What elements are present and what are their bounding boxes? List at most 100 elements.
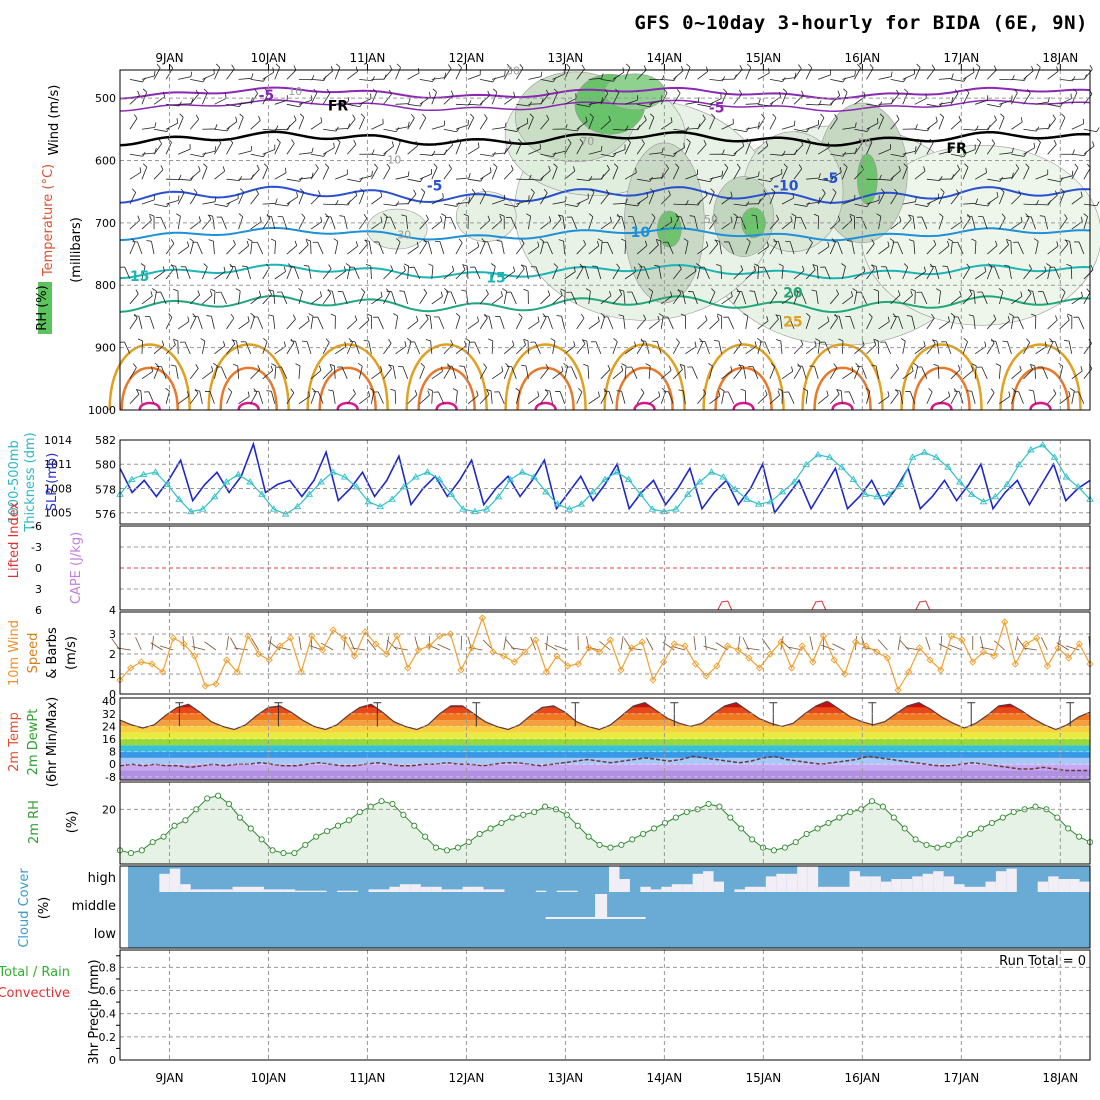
wind10m-barb: [1065, 645, 1080, 651]
wind-barb: [1011, 370, 1022, 380]
wind-barb-flag: [142, 88, 147, 93]
wind-barb: [733, 93, 743, 105]
wind-barb: [540, 368, 549, 380]
wind-barb: [817, 147, 830, 155]
wind-barb: [271, 216, 276, 230]
wind-barb: [999, 396, 1011, 405]
wind-barb: [962, 341, 968, 354]
wind-barb: [926, 391, 933, 404]
wind-barb-flag: [487, 215, 491, 221]
wind-barb: [451, 366, 457, 379]
rh-point: [934, 844, 941, 851]
wind-barb: [733, 368, 743, 380]
cloud-high-cell: [337, 890, 348, 892]
wind-barb: [926, 244, 937, 255]
wind-barb: [878, 117, 884, 130]
wind-barb-flag: [327, 290, 333, 292]
wind-barb-flag: [678, 264, 682, 270]
wind-barb: [201, 266, 208, 280]
wind-barb: [1035, 241, 1039, 255]
wind-barb: [890, 170, 901, 180]
wind-barb: [1023, 147, 1035, 155]
wind-barb: [160, 291, 167, 305]
cloud-high-cell: [452, 889, 463, 892]
wind-barb: [818, 103, 832, 106]
wind-barb: [721, 123, 734, 130]
wind-barb: [467, 103, 482, 106]
wind-barb-flag: [643, 314, 647, 320]
rh-point: [258, 836, 265, 843]
wind-barb: [588, 321, 600, 330]
wind-barb: [431, 390, 433, 404]
thickness-point: [269, 505, 278, 512]
wind-barb: [129, 241, 136, 255]
wind-barb-flag: [319, 291, 322, 297]
wind-barb: [189, 119, 199, 130]
wind-barb-flag: [353, 139, 357, 145]
wind-barb: [272, 315, 276, 329]
wind-barb-flag: [364, 239, 370, 242]
wind-barb: [658, 266, 662, 280]
label-wind10m-1: Speed: [26, 633, 41, 674]
wind-barb-flag: [751, 214, 757, 217]
wind-barb-flag: [142, 163, 148, 168]
wind-barb: [962, 218, 971, 230]
temp-tick: 40: [102, 695, 116, 708]
wind-barb-flag: [232, 363, 238, 367]
thickness-point: [790, 478, 799, 485]
wind-barb-flag: [651, 213, 656, 218]
rh-point: [999, 814, 1006, 821]
wind-barb-flag: [965, 88, 970, 93]
wind-barb: [587, 365, 590, 379]
wind-barb-flag: [441, 213, 446, 217]
wind-barb-flag: [408, 98, 411, 104]
wind-barb: [829, 118, 838, 130]
wind-barb: [322, 167, 330, 180]
wind-barb: [516, 199, 529, 205]
wind-speed-point: [585, 644, 593, 652]
rh-point: [618, 841, 625, 848]
wind-barb: [1032, 291, 1036, 305]
wind-barb: [660, 391, 667, 404]
thickness-point: [613, 468, 621, 475]
wind-barb-flag: [187, 241, 190, 247]
wind-barb-flag: [834, 315, 840, 317]
wind-barb: [697, 71, 709, 80]
wind-barb-flag: [704, 190, 708, 196]
wind-barb-flag: [996, 191, 999, 197]
wind-barb: [1011, 92, 1018, 105]
wind-barb: [842, 126, 856, 130]
wind-barb: [359, 78, 373, 82]
slp-tick: 1005: [44, 507, 72, 520]
wind-barb: [921, 366, 928, 379]
wind-barb: [890, 192, 898, 205]
wind-barb: [709, 78, 723, 82]
rh-point: [291, 850, 298, 857]
wind-barb: [902, 166, 908, 180]
wind-barb-flag: [1053, 389, 1057, 394]
wind-barb: [153, 344, 165, 355]
wind-barb: [439, 241, 445, 255]
date-tick-bottom: 9JAN: [155, 1071, 183, 1085]
wind-barb: [1083, 269, 1094, 280]
wind-barb-flag: [657, 315, 660, 321]
wind-barb-flag: [210, 288, 216, 292]
wind-barb: [178, 103, 192, 105]
wind-barb-flag: [843, 88, 848, 93]
isotherm-35-loop: [336, 401, 359, 411]
wind-barb-flag: [1064, 239, 1070, 242]
wind-barb: [368, 241, 372, 255]
wind-barb: [129, 118, 138, 130]
wind-barb-flag: [198, 216, 201, 222]
wind-barb-flag: [903, 263, 909, 268]
rh-point: [422, 833, 429, 840]
wind-barb-flag: [908, 239, 914, 242]
rh-legend-swatch: [38, 282, 52, 334]
wind-barb: [407, 193, 417, 205]
wind-barb: [842, 295, 853, 305]
wind-barb-flag: [813, 213, 819, 217]
wind-barb-flag: [791, 366, 794, 372]
wind-barb: [209, 391, 215, 404]
wind-barb-flag: [1060, 188, 1065, 193]
wind-barb: [1011, 153, 1025, 157]
